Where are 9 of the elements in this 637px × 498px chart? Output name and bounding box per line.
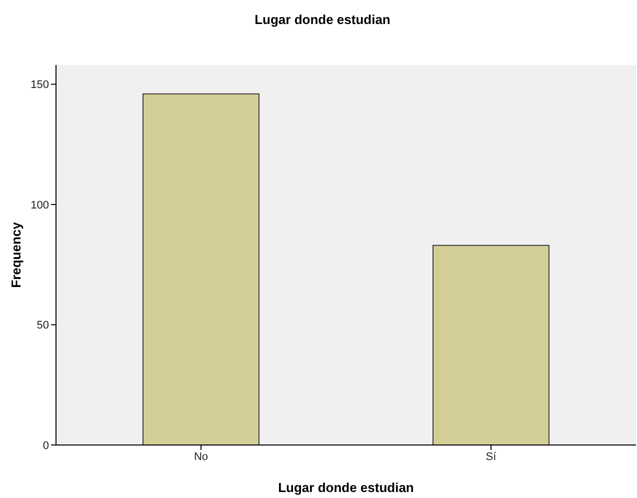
y-axis-title: Frequency: [8, 221, 24, 288]
x-tick-label: Sí: [486, 450, 498, 463]
x-tick-label: No: [194, 450, 208, 463]
y-tick-label: 150: [30, 79, 49, 92]
y-tick-label: 0: [42, 440, 49, 452]
y-tick-label: 50: [36, 320, 49, 332]
y-tick-label: 100: [30, 199, 49, 212]
x-axis-title: Lugar donde estudian: [278, 480, 414, 495]
chart-title: Lugar donde estudian: [254, 12, 392, 27]
